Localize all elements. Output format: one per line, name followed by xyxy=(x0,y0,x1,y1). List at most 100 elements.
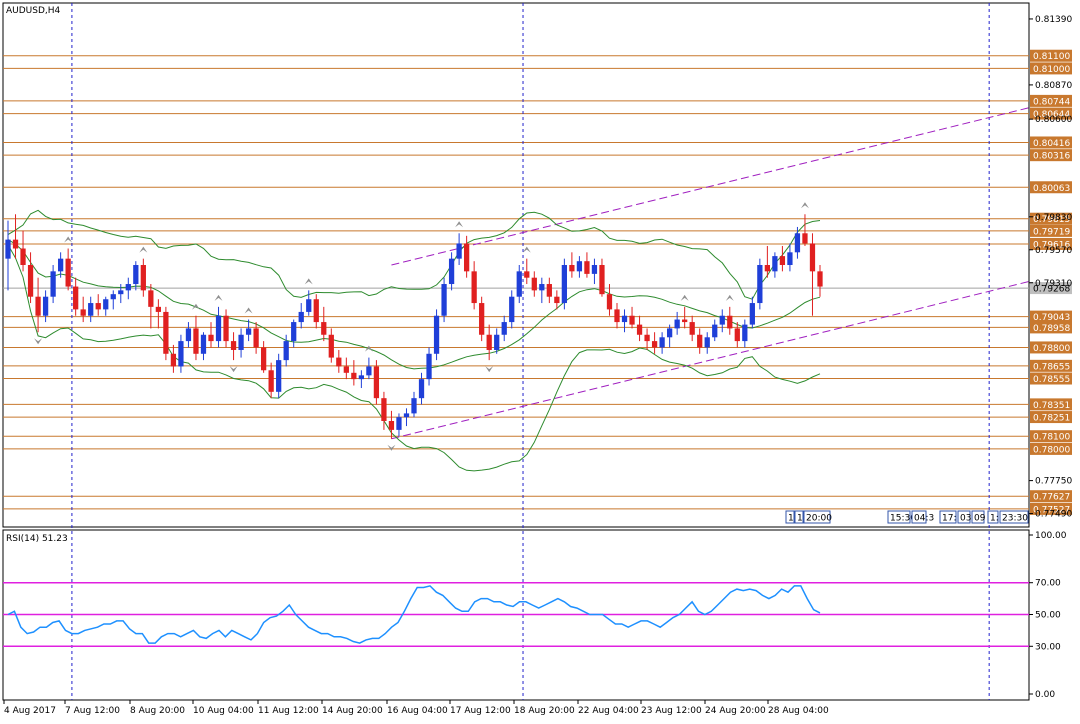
level-label-box xyxy=(1030,442,1072,455)
candle-bear xyxy=(170,353,177,367)
time-badge-text: 23:30 xyxy=(1002,514,1028,524)
level-label-text: 0.78800 xyxy=(1033,344,1070,354)
candle-bull xyxy=(418,379,425,399)
horizontal-levels: 0.81100 0.81000 0.80744 0.80644 0.80416 0.803… xyxy=(3,49,1072,515)
level-label-box xyxy=(1030,321,1072,334)
fractal-up xyxy=(214,294,223,301)
time-badge-box xyxy=(939,510,957,524)
time-badge-box xyxy=(971,510,985,524)
trend-channel xyxy=(391,107,1030,440)
level-label: 0.79043 xyxy=(1030,310,1072,323)
price-panel-frame xyxy=(2,2,1030,528)
candle-bear xyxy=(253,328,259,348)
time-tick-label: 23 Aug 12:00 xyxy=(641,706,702,716)
candle-bear xyxy=(223,315,229,342)
candle-bull xyxy=(712,324,718,338)
candle-bear xyxy=(546,284,552,297)
candle-bull xyxy=(674,319,680,329)
level-label-box xyxy=(1030,237,1072,250)
candle-bear xyxy=(27,265,34,297)
candle-bear xyxy=(636,324,643,335)
candle-bull xyxy=(283,341,289,361)
candle-bull xyxy=(516,271,522,297)
fractal-up xyxy=(244,307,253,314)
level-label: 0.78800 xyxy=(1030,341,1072,354)
price-tick-label: 0.77490 xyxy=(1035,510,1072,520)
price-tick-label: 0.80600 xyxy=(1035,115,1072,125)
candle-bull xyxy=(110,294,116,300)
time-badge-text: 15:30 xyxy=(890,514,916,524)
level-label-box xyxy=(1030,62,1072,75)
candle-bull xyxy=(591,265,598,274)
level-label: 0.78351 xyxy=(1030,398,1072,411)
time-badge: 15:30 xyxy=(887,510,916,524)
rsi-line xyxy=(7,585,821,644)
candle-bull xyxy=(306,299,312,312)
time-badge-text: 09 xyxy=(974,514,986,524)
level-label-text: 0.80644 xyxy=(1033,110,1070,120)
rsi-tick-label: 100.00 xyxy=(1035,531,1067,541)
candle-bear xyxy=(95,303,101,310)
time-badge-box xyxy=(911,510,927,524)
candle-bull xyxy=(448,258,455,285)
candle-bear xyxy=(351,372,357,380)
candle-bear xyxy=(20,248,26,265)
time-tick-label: 8 Aug 20:00 xyxy=(130,706,185,716)
level-label: 0.80316 xyxy=(1030,149,1072,162)
level-label: 0.79719 xyxy=(1030,224,1072,237)
candle-bull xyxy=(125,284,131,291)
candle-bear xyxy=(230,341,237,350)
level-label-text: 0.77527 xyxy=(1033,505,1070,515)
time-tick-label: 16 Aug 04:00 xyxy=(387,706,448,716)
level-label-box xyxy=(1030,212,1072,225)
time-tick-label: 28 Aug 04:00 xyxy=(768,706,829,716)
time-badge-text: 1 xyxy=(797,514,803,524)
level-label: 0.81100 xyxy=(1030,49,1072,62)
time-badge: 1: xyxy=(987,510,999,524)
candle-bull xyxy=(576,261,583,272)
candle-bull xyxy=(494,334,500,350)
level-label-text: 0.78958 xyxy=(1033,324,1070,334)
time-badge: 04:3 xyxy=(911,510,934,524)
level-label-box xyxy=(1030,181,1072,194)
price-tick-label: 0.79830 xyxy=(1035,213,1072,223)
level-label-text: 0.77627 xyxy=(1033,493,1070,503)
time-badge-box xyxy=(999,510,1029,524)
candle-bear xyxy=(644,334,650,342)
candle-bull xyxy=(276,360,282,392)
vertical-separators xyxy=(71,3,990,700)
candle-bull xyxy=(794,233,801,253)
candle-bull xyxy=(433,315,440,354)
level-label-box xyxy=(1030,372,1072,385)
candle-bull xyxy=(50,271,56,297)
level-label: 0.79616 xyxy=(1030,237,1072,250)
fractal-up xyxy=(455,221,464,228)
rsi-tick-label: 30.00 xyxy=(1035,642,1061,652)
level-label-text: 0.79616 xyxy=(1033,240,1070,250)
time-badge-box xyxy=(794,510,804,524)
candle-bull xyxy=(742,324,748,342)
time-badge-box xyxy=(957,510,971,524)
time-axis: 4 Aug 2017 7 Aug 12:00 8 Aug 20:00 10 Aug 0… xyxy=(3,700,829,716)
fractal-up xyxy=(800,202,809,209)
candle-bear xyxy=(12,239,19,249)
candle-bear xyxy=(80,309,86,316)
level-label: 0.77527 xyxy=(1030,502,1072,515)
candle-bear xyxy=(531,277,537,291)
candle-bear xyxy=(155,306,162,312)
candle-bear xyxy=(373,366,380,399)
level-label-text: 0.78251 xyxy=(1033,414,1070,424)
candle-bull xyxy=(178,341,184,367)
candle-bull xyxy=(238,334,244,350)
candle-bear xyxy=(148,290,154,307)
candle-bear xyxy=(73,286,79,310)
candle-bull xyxy=(411,398,417,414)
candle-bear xyxy=(479,303,485,335)
time-tick-label: 17 Aug 12:00 xyxy=(450,706,511,716)
fractal-up xyxy=(191,303,200,310)
level-label: 0.81000 xyxy=(1030,62,1072,75)
candle-bear xyxy=(697,334,703,348)
candle-bear xyxy=(524,271,530,278)
candle-bear xyxy=(35,296,41,316)
